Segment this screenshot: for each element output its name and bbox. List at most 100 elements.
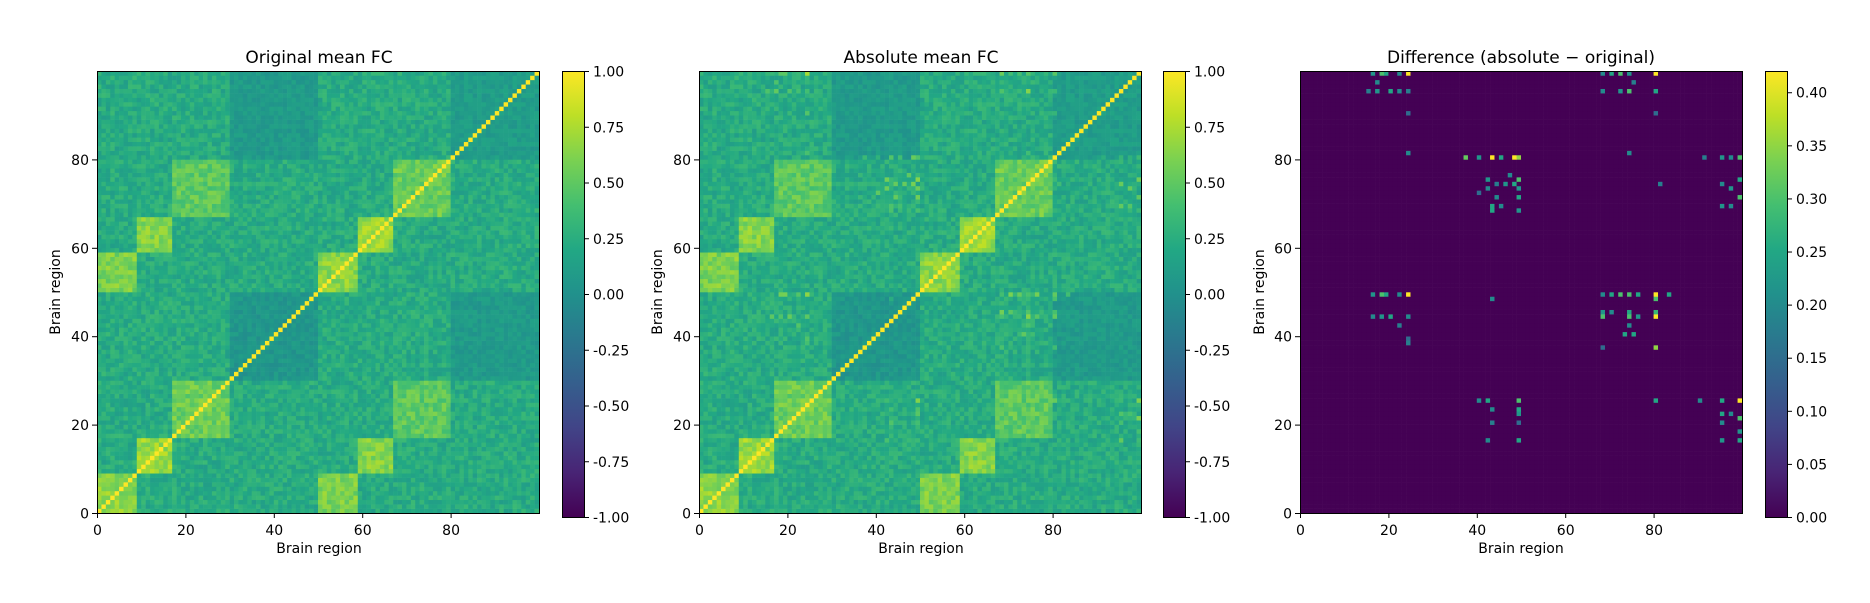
heatmap-cell (397, 300, 403, 306)
heatmap-cell (406, 340, 412, 346)
heatmap-cell (441, 362, 447, 368)
heatmap-cell (410, 393, 416, 399)
heatmap-cell (494, 314, 500, 319)
heatmap-cell (318, 504, 323, 509)
heatmap-cell (304, 318, 310, 324)
heatmap-cell (366, 398, 372, 403)
heatmap-cell (251, 371, 257, 377)
heatmap-cell (167, 464, 173, 470)
heatmap-cell (304, 486, 310, 492)
heatmap-cell (167, 367, 173, 372)
heatmap-cell (194, 508, 199, 514)
heatmap-cell (521, 429, 527, 434)
heatmap-cell (180, 331, 186, 337)
heatmap-cell (322, 305, 328, 310)
heatmap-cell (344, 393, 350, 399)
heatmap-cell (379, 499, 385, 505)
heatmap-cell (291, 411, 297, 417)
heatmap-cell (300, 446, 306, 452)
heatmap-cell (353, 292, 359, 297)
heatmap-cell (203, 305, 208, 310)
heatmap-cell (313, 504, 319, 509)
heatmap-cell (326, 318, 332, 324)
heatmap-cell (516, 309, 522, 315)
heatmap-cell (477, 367, 482, 372)
heatmap-cell (335, 429, 341, 434)
heatmap-cell (406, 371, 412, 377)
heatmap-cell (463, 340, 469, 346)
heatmap-cell (136, 411, 142, 417)
heatmap-cell (401, 292, 407, 297)
heatmap-cell (145, 305, 151, 310)
heatmap-cell (410, 411, 416, 417)
heatmap-cell (194, 468, 199, 474)
heatmap-cell (97, 406, 102, 412)
heatmap-cell (472, 340, 478, 346)
heatmap-cell (172, 367, 177, 372)
heatmap-cell (114, 442, 120, 447)
heatmap-cell (119, 296, 124, 302)
heatmap-cell (340, 486, 345, 492)
heatmap-cell (269, 468, 275, 474)
heatmap-cell (446, 300, 451, 306)
heatmap-cell (220, 322, 226, 328)
heatmap-cell (194, 455, 199, 461)
heatmap-cell (97, 362, 102, 368)
heatmap-cell (141, 327, 146, 333)
heatmap-cell (459, 300, 465, 306)
heatmap-cell (455, 345, 460, 350)
heatmap-cell (242, 336, 248, 341)
heatmap-cell (167, 424, 173, 430)
heatmap-cell (499, 367, 504, 372)
heatmap-cell (494, 362, 500, 368)
heatmap-cell (145, 292, 151, 297)
heatmap-cell (485, 367, 491, 372)
heatmap-cell (119, 389, 124, 394)
heatmap-cell (335, 340, 341, 346)
heatmap-cell (340, 464, 345, 470)
heatmap-cell (127, 455, 133, 461)
heatmap-cell (424, 384, 429, 390)
heatmap-cell (419, 437, 425, 443)
heatmap-cell (185, 402, 191, 408)
heatmap-cell (326, 442, 332, 447)
heatmap-cell (172, 398, 177, 403)
heatmap-cell (97, 393, 102, 399)
heatmap-cell (406, 358, 412, 364)
heatmap-cell (366, 451, 372, 456)
heatmap-cell (415, 473, 420, 478)
heatmap-cell (234, 455, 239, 461)
heatmap-cell (455, 371, 460, 377)
heatmap-cell (273, 437, 279, 443)
heatmap-cell (260, 367, 266, 372)
heatmap-cell (180, 464, 186, 470)
heatmap-cell (424, 398, 429, 403)
heatmap-cell (176, 442, 182, 447)
heatmap-cell (472, 398, 478, 403)
heatmap-cell (344, 402, 350, 408)
heatmap-cell (295, 482, 301, 487)
heatmap-cell (366, 322, 372, 328)
heatmap-cell (282, 345, 288, 350)
heatmap-cell (273, 477, 279, 483)
heatmap-cell (180, 420, 186, 425)
heatmap-cell (499, 296, 504, 302)
heatmap-cell (375, 300, 381, 306)
heatmap-cell (127, 437, 133, 443)
heatmap-cell (282, 318, 288, 324)
heatmap-cell (428, 367, 434, 372)
heatmap-cell (220, 300, 226, 306)
heatmap-cell (256, 340, 261, 346)
heatmap-cell (256, 300, 261, 306)
heatmap-cell (185, 464, 191, 470)
heatmap-cell (304, 442, 310, 447)
heatmap-cell (410, 296, 416, 302)
heatmap-cell (216, 402, 222, 408)
heatmap-cell (499, 393, 504, 399)
heatmap-cell (534, 495, 540, 501)
heatmap-cell (379, 371, 385, 377)
heatmap-cell (123, 371, 129, 377)
heatmap-cell (158, 442, 164, 447)
heatmap-cell (163, 371, 169, 377)
heatmap-cell (273, 402, 279, 408)
